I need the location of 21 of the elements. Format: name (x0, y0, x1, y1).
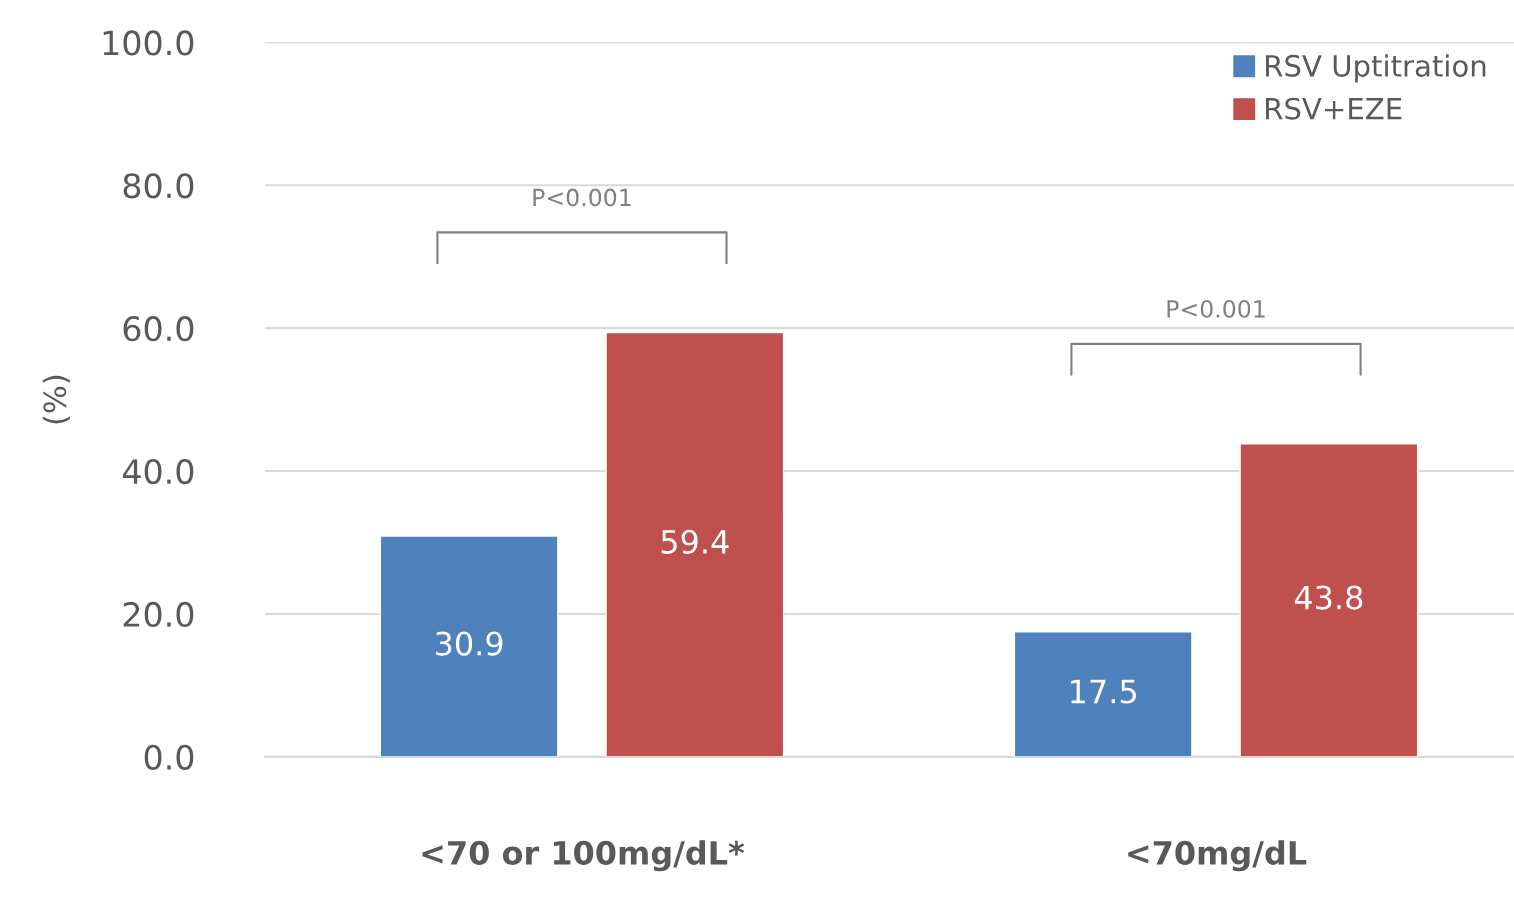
y-axis-title: (%) (42, 375, 70, 424)
y-tick-label: 60.0 (123, 316, 194, 342)
data-label: 43.8 (1294, 585, 1363, 610)
y-tick-label: 40.0 (122, 458, 194, 485)
x-tick-label: <70 or 100mg/dL* (422, 840, 745, 872)
legend-label: RSV+EZE (1266, 97, 1402, 120)
legend-label: RSV Uptitration (1266, 54, 1486, 83)
bar (605, 331, 785, 757)
bar (379, 535, 559, 757)
data-label: 30.9 (435, 631, 503, 656)
data-label: 59.4 (661, 529, 729, 554)
data-label: 17.5 (1071, 679, 1136, 704)
y-tick-label: 80.0 (123, 173, 194, 199)
x-tick-label: <70mg/dL (1128, 840, 1307, 872)
annotation: P<0.001 (533, 188, 631, 207)
y-tick-label: 0.0 (144, 744, 194, 770)
annotation: P<0.001 (1167, 299, 1265, 318)
bar (1239, 443, 1419, 757)
bar (1013, 631, 1193, 757)
y-tick-label: 100.0 (103, 30, 194, 56)
y-tick-label: 20.0 (123, 601, 194, 628)
